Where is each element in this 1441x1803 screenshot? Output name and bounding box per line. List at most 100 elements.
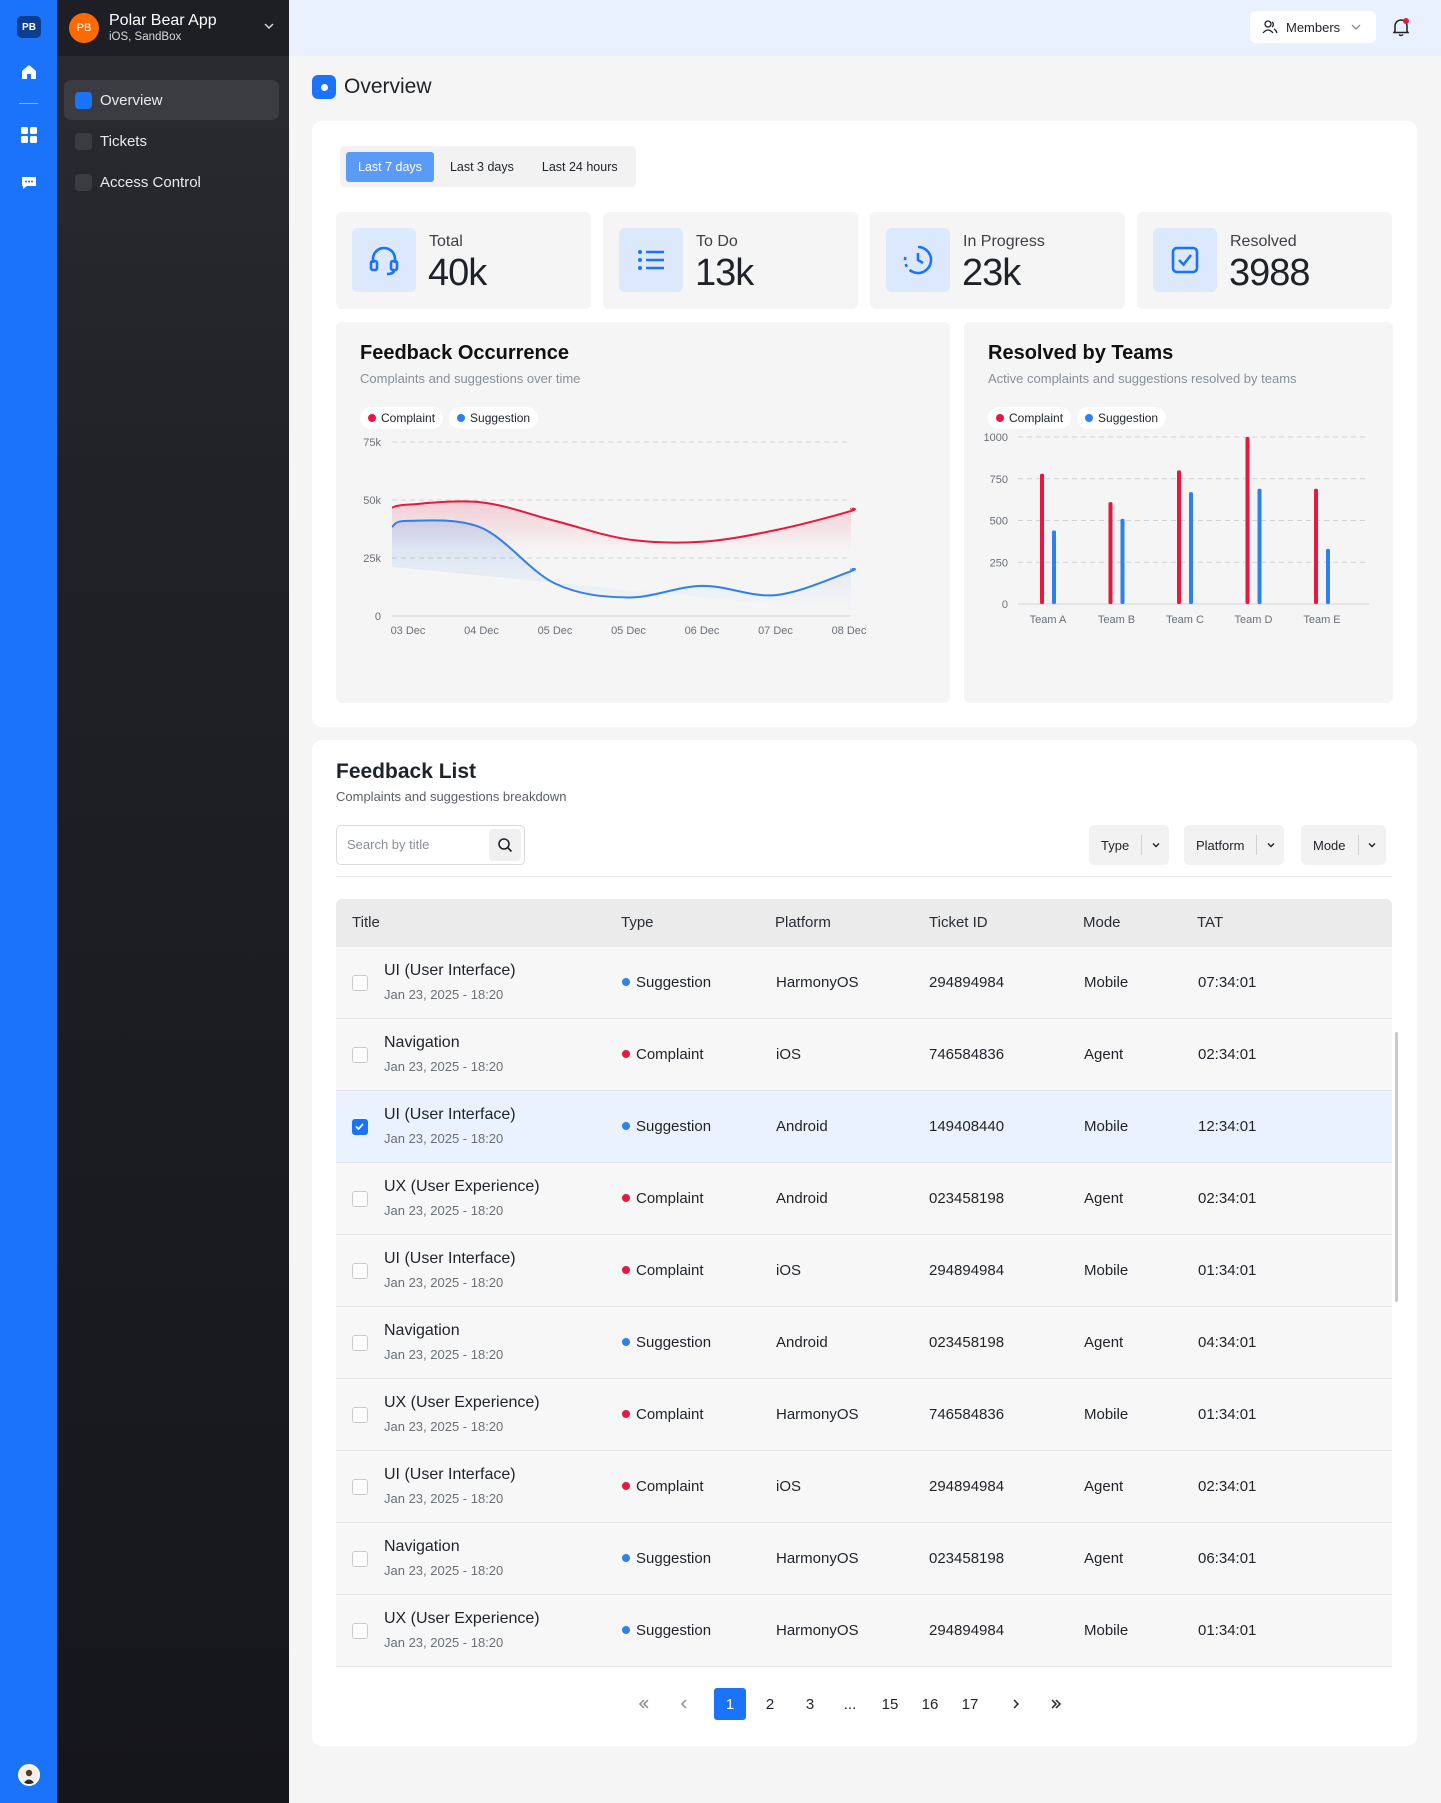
legend-suggestion[interactable]: Suggestion [449,407,539,429]
type-dot [622,1338,630,1346]
row-title[interactable]: UX (User Experience) [384,1394,540,1411]
grid-icon[interactable] [18,124,40,146]
row-checkbox[interactable] [352,975,368,991]
column-header-ticket-id[interactable]: Ticket ID [929,914,988,931]
members-button[interactable]: Members [1250,11,1376,43]
table-row[interactable]: UI (User Interface) Jan 23, 2025 - 18:20 S… [336,1091,1392,1163]
row-title[interactable]: Navigation [384,1322,460,1339]
row-tat: 02:34:01 [1198,1190,1257,1207]
app-name: Polar Bear App [109,12,217,29]
table-row[interactable]: UI (User Interface) Jan 23, 2025 - 18:20 S… [336,947,1392,1019]
next-page-icon[interactable] [1000,1688,1032,1720]
stat-todo: To Do 13k [603,212,858,309]
type-label: Suggestion [636,1550,712,1567]
chevron-down-icon[interactable] [263,20,275,32]
column-header-type[interactable]: Type [621,914,654,931]
chat-icon[interactable] [18,172,40,194]
sidebar-item-tickets[interactable]: Tickets [64,121,279,161]
row-mode: Agent [1084,1334,1124,1351]
row-mode: Agent [1084,1046,1124,1063]
page-2-button[interactable]: 2 [765,1695,775,1713]
table-scrollbar[interactable] [1395,1032,1398,1302]
row-platform: Android [776,1118,828,1135]
type-dot [622,1194,630,1202]
row-checkbox[interactable] [352,1407,368,1423]
user-avatar[interactable] [18,1764,40,1786]
column-header-title[interactable]: Title [352,914,380,931]
legend-suggestion[interactable]: Suggestion [1077,407,1167,429]
type-filter[interactable]: Type [1089,825,1170,865]
table-row[interactable]: Navigation Jan 23, 2025 - 18:20 Suggestion… [336,1307,1392,1379]
legend-complaint[interactable]: Complaint [360,407,444,429]
row-title[interactable]: UI (User Interface) [384,1466,516,1483]
row-title[interactable]: UX (User Experience) [384,1178,540,1195]
row-checkbox[interactable] [352,1623,368,1639]
sidebar-item-access-control[interactable]: Access Control [64,162,279,202]
column-header-tat[interactable]: TAT [1197,914,1224,931]
table-row[interactable]: Navigation Jan 23, 2025 - 18:20 Suggestion… [336,1523,1392,1595]
series-area-suggestion [392,520,856,612]
row-type: Suggestion [622,1550,711,1567]
column-header-mode[interactable]: Mode [1083,914,1121,931]
section-divider [336,876,1392,877]
row-checkbox[interactable] [352,1479,368,1495]
stat-label: To Do [696,233,738,250]
platform-filter[interactable]: Platform [1184,825,1285,865]
page-15-button[interactable]: 15 [881,1695,899,1713]
row-checkbox[interactable] [352,1335,368,1351]
tab-last-24-hours[interactable]: Last 24 hours [541,159,618,174]
legend-complaint[interactable]: Complaint [988,407,1072,429]
row-title[interactable]: UI (User Interface) [384,962,516,979]
sidebar-item-label: Access Control [100,173,201,191]
row-date: Jan 23, 2025 - 18:20 [384,1059,504,1074]
notification-bell-icon[interactable] [1391,17,1411,37]
members-label: Members [1286,19,1341,35]
app-environment: iOS, SandBox [109,31,182,43]
type-label: Complaint [636,1262,704,1279]
table-row[interactable]: UX (User Experience) Jan 23, 2025 - 18:20… [336,1595,1392,1667]
headset-icon [352,228,416,292]
row-title[interactable]: Navigation [384,1538,460,1555]
last-page-icon[interactable] [1040,1688,1072,1720]
org-logo[interactable]: PB [17,16,41,38]
page-16-button[interactable]: 16 [921,1695,939,1713]
list-icon [619,228,683,292]
table-row[interactable]: UI (User Interface) Jan 23, 2025 - 18:20 C… [336,1235,1392,1307]
row-tat: 07:34:01 [1198,974,1257,991]
table-row[interactable]: UI (User Interface) Jan 23, 2025 - 18:20 C… [336,1451,1392,1523]
first-page-icon[interactable] [628,1688,660,1720]
row-checkbox[interactable] [352,1119,368,1135]
mode-filter[interactable]: Mode [1301,825,1386,865]
app-switcher[interactable]: PB Polar Bear App iOS, SandBox [57,0,289,56]
row-title[interactable]: UX (User Experience) [384,1610,540,1627]
row-title[interactable]: UI (User Interface) [384,1106,516,1123]
type-dot [622,978,630,986]
prev-page-icon[interactable] [668,1688,700,1720]
stat-label: In Progress [963,233,1045,250]
x-tick-label: Team D [1235,614,1273,626]
table-row[interactable]: UX (User Experience) Jan 23, 2025 - 18:20… [336,1163,1392,1235]
row-checkbox[interactable] [352,1263,368,1279]
tab-last-3-days[interactable]: Last 3 days [449,159,514,174]
row-type: Complaint [622,1478,704,1495]
sidebar-item-overview[interactable]: Overview [64,80,279,120]
page-3-button[interactable]: 3 [805,1695,815,1713]
row-tat: 04:34:01 [1198,1334,1257,1351]
row-checkbox[interactable] [352,1191,368,1207]
table-row[interactable]: Navigation Jan 23, 2025 - 18:20 Complaint i… [336,1019,1392,1091]
row-checkbox[interactable] [352,1551,368,1567]
home-icon[interactable] [18,61,40,83]
page-17-button[interactable]: 17 [961,1695,979,1713]
row-title[interactable]: UI (User Interface) [384,1250,516,1267]
search-input[interactable] [347,837,477,852]
row-title[interactable]: Navigation [384,1034,460,1051]
row-ticket-id: 023458198 [929,1190,1005,1207]
checkbox-icon [1153,228,1217,292]
page-1-button[interactable]: 1 [714,1688,746,1720]
row-checkbox[interactable] [352,1047,368,1063]
table-row[interactable]: UX (User Experience) Jan 23, 2025 - 18:20… [336,1379,1392,1451]
search-button[interactable] [489,829,521,861]
row-date: Jan 23, 2025 - 18:20 [384,1275,504,1290]
tab-last-7-days[interactable]: Last 7 days [346,151,434,182]
column-header-platform[interactable]: Platform [775,914,831,931]
